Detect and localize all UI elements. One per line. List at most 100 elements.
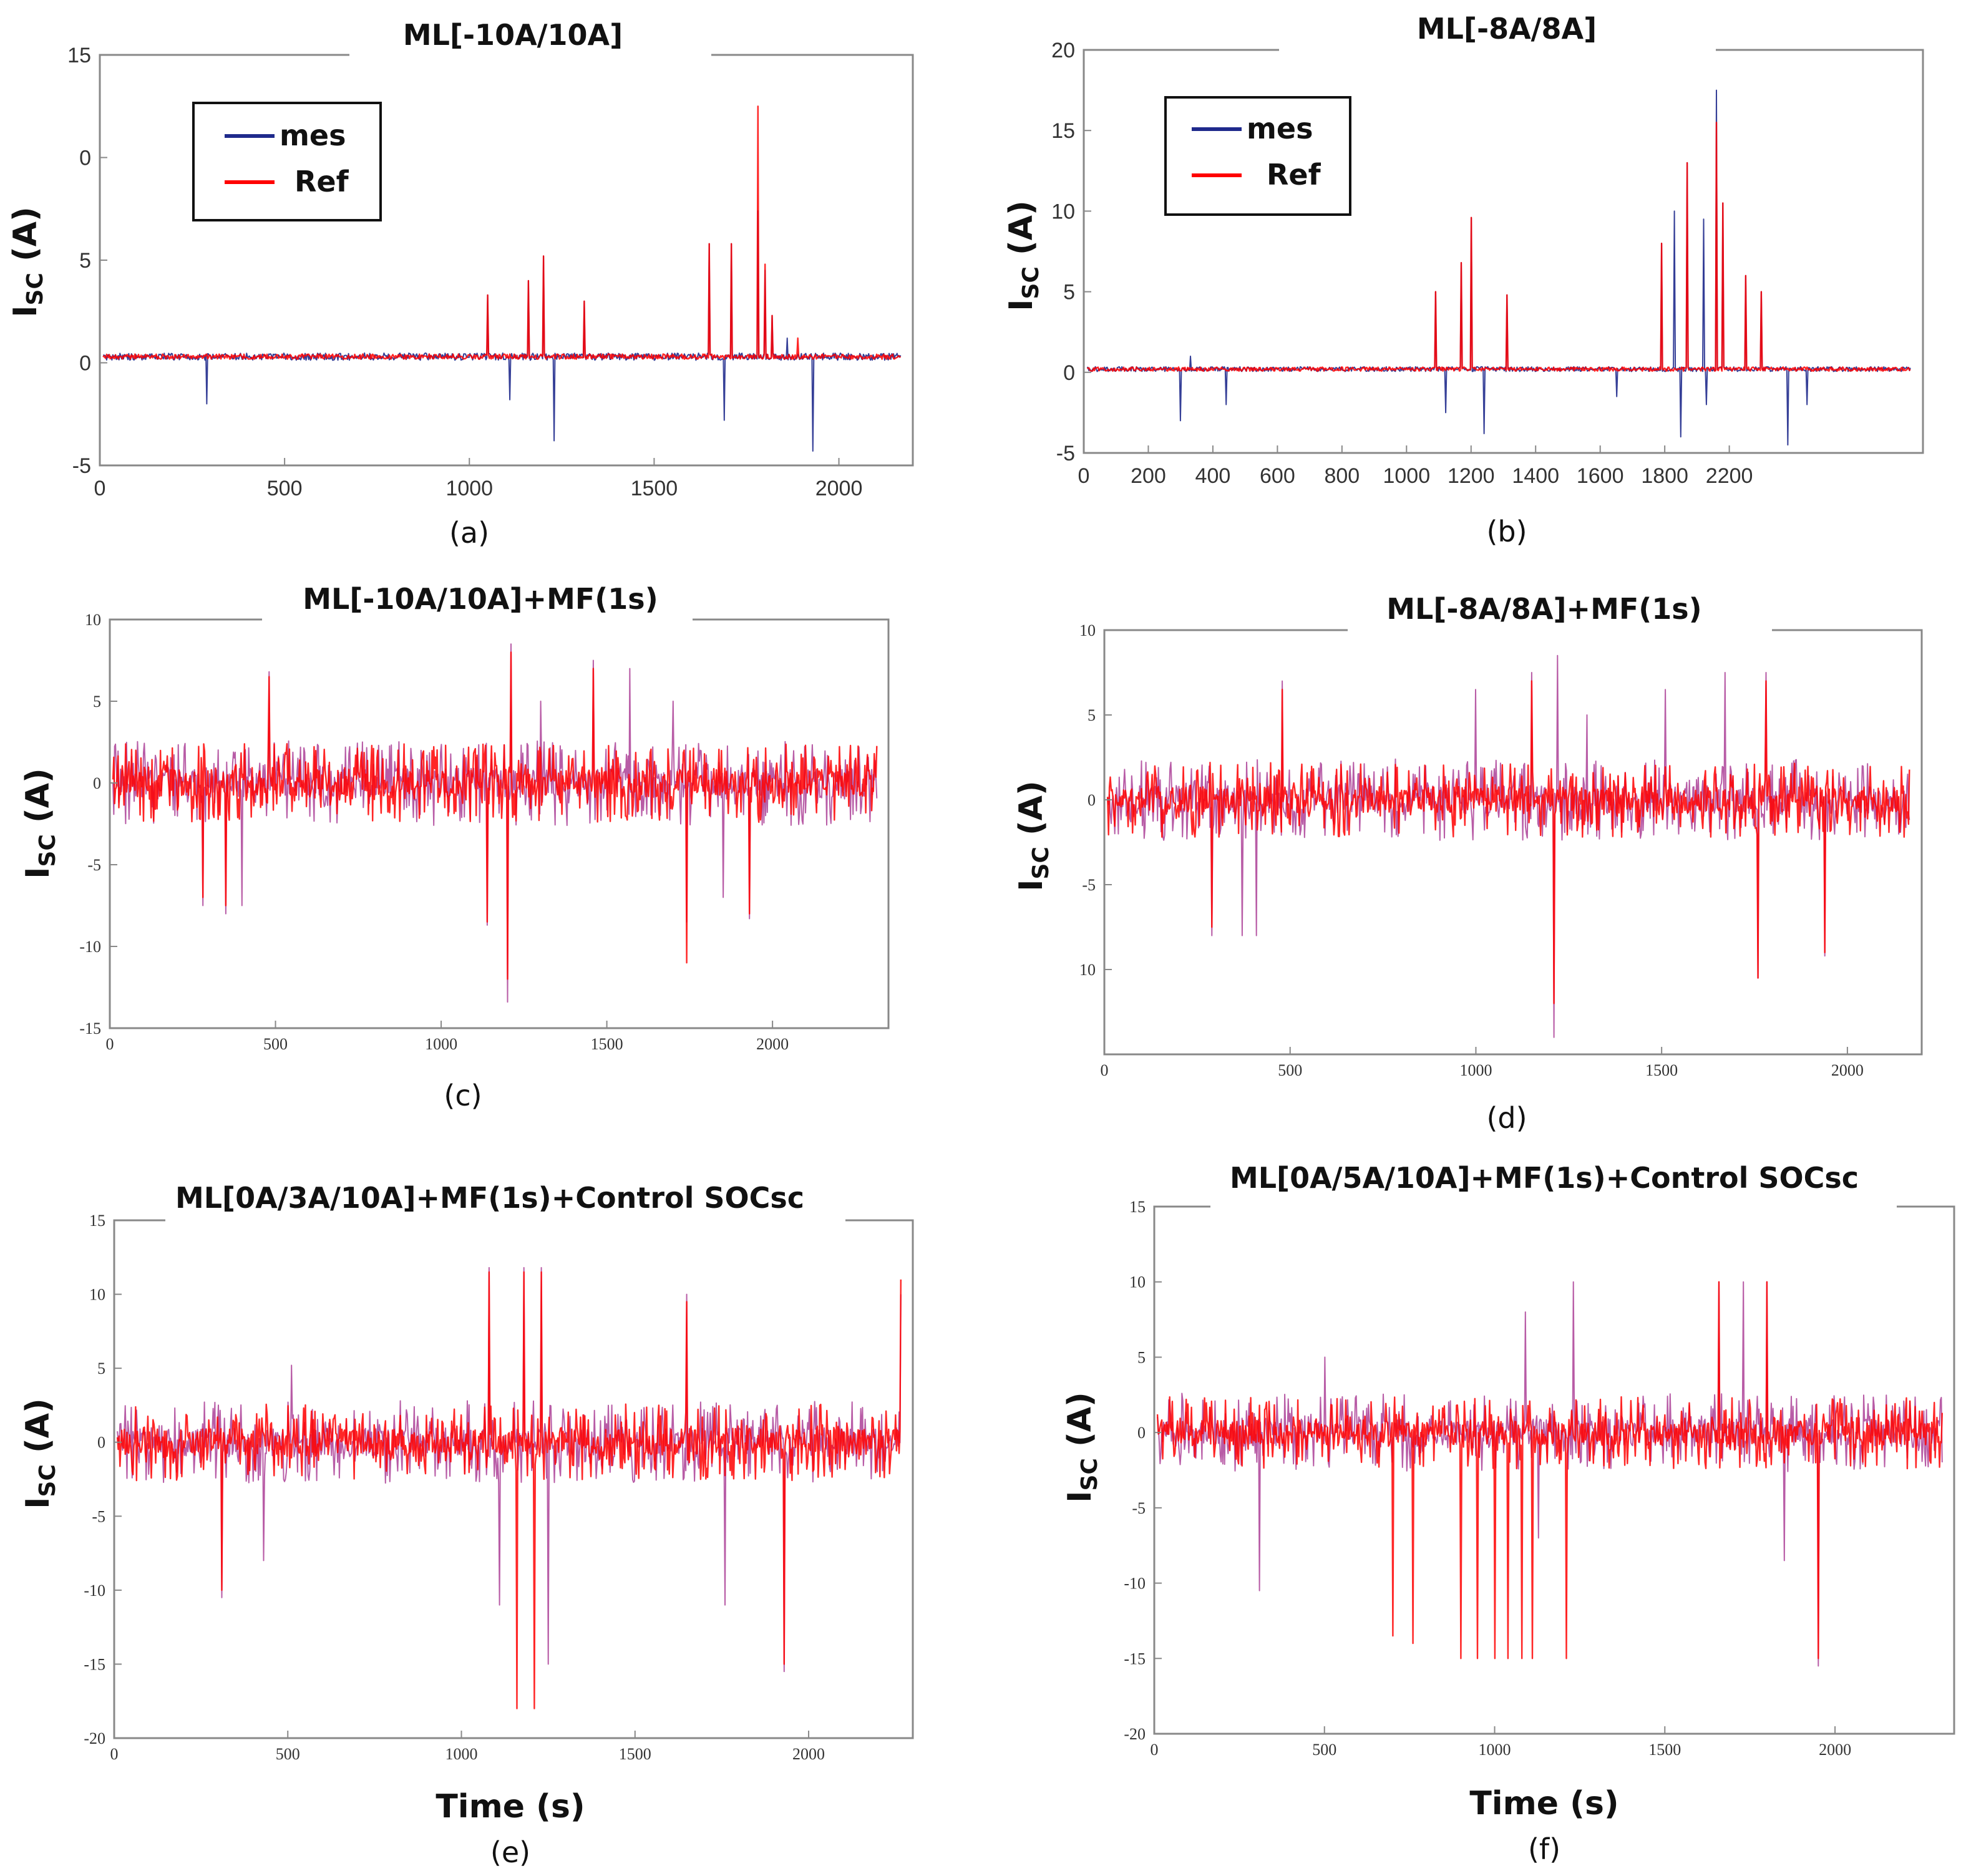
x-tick-label-d-0: 0 — [1101, 1061, 1109, 1079]
x-tick-label-d-3: 1500 — [1645, 1061, 1678, 1079]
caption-c: (c) — [444, 1079, 482, 1112]
y-label-main-d: I — [1013, 879, 1050, 891]
legend-ref-label-b: Ref — [1267, 158, 1321, 192]
series-line-f-ref — [1156, 1281, 1943, 1660]
y-tick-label-b-4: 15 — [1051, 119, 1075, 143]
y-label-sub-b: SC — [1018, 266, 1044, 299]
y-label-main-f: I — [1061, 1490, 1099, 1502]
x-tick-label-c-3: 1500 — [591, 1035, 623, 1053]
chart-title-f: ML[0A/5A/10A]+MF(1s)+Control SOCsc — [1230, 1161, 1859, 1195]
y-tick-label-e-4: 0 — [97, 1434, 105, 1452]
x-tick-label-f-4: 2000 — [1819, 1741, 1851, 1759]
x-tick-label-a-4: 2000 — [815, 477, 863, 500]
y-tick-label-c-5: 10 — [85, 611, 101, 629]
plot-frame-c — [109, 618, 890, 1029]
x-tick-label-b-5: 1000 — [1383, 464, 1430, 488]
y-tick-label-b-5: 20 — [1051, 39, 1075, 62]
axes-b: 0 200 400 600 800 1000 1200 1400 1600 1800 2200-50… — [1051, 39, 1753, 488]
y-label-main-c: I — [19, 867, 57, 878]
y-tick-label-e-2: -10 — [84, 1582, 105, 1600]
y-tick-label-a-0: -5 — [72, 454, 91, 478]
x-tick-label-b-10: 2200 — [1706, 464, 1753, 488]
x-tick-label-a-2: 1000 — [445, 477, 493, 500]
y-axis-label-e: ISC (A) — [19, 1398, 61, 1509]
y-tick-label-a-2: 5 — [79, 249, 91, 273]
legend-box-b — [1164, 96, 1351, 216]
panel-e: ML[0A/3A/10A]+MF(1s)+Control SOCsc 0 500 1… — [19, 1181, 914, 1869]
y-tick-label-c-1: -10 — [79, 938, 101, 956]
legend-box-a — [192, 102, 382, 221]
y-tick-label-f-1: -15 — [1124, 1650, 1146, 1668]
y-label-sub-d: SC — [1028, 847, 1054, 879]
title-background-a — [349, 37, 711, 75]
plot-frame-f — [1153, 1205, 1955, 1735]
x-tick-label-c-2: 1000 — [425, 1035, 457, 1053]
x-tick-label-f-2: 1000 — [1479, 1741, 1511, 1759]
y-label-sub-f: SC — [1077, 1458, 1102, 1490]
series-line-e-ref — [116, 1271, 902, 1709]
x-tick-label-b-4: 800 — [1324, 464, 1360, 488]
y-tick-label-b-2: 5 — [1063, 281, 1075, 304]
x-tick-label-b-3: 600 — [1260, 464, 1295, 488]
title-background-e — [165, 1201, 845, 1238]
y-tick-label-b-1: 0 — [1063, 361, 1075, 385]
y-tick-label-a-4: 15 — [67, 44, 91, 67]
y-axis-label-a: ISC (A) — [7, 207, 48, 318]
data-lines-f — [1156, 1281, 1943, 1667]
y-axis-label-d: ISC (A) — [1013, 780, 1054, 892]
data-lines-e — [116, 1266, 902, 1709]
chart-title-e: ML[0A/3A/10A]+MF(1s)+Control SOCsc — [175, 1181, 804, 1215]
x-tick-label-d-2: 1000 — [1459, 1061, 1492, 1079]
y-tick-label-f-2: -10 — [1124, 1575, 1146, 1593]
y-label-main-b: I — [1003, 299, 1040, 311]
data-lines-c — [112, 643, 878, 1003]
x-tick-label-f-1: 500 — [1312, 1741, 1336, 1759]
legend-mes-label-a: mes — [280, 119, 346, 152]
y-label-unit-e: (A) — [19, 1398, 57, 1464]
y-tick-label-a-3: 0 — [79, 147, 91, 170]
y-tick-label-b-3: 10 — [1051, 200, 1075, 223]
x-tick-label-b-2: 400 — [1195, 464, 1231, 488]
y-tick-label-e-5: 5 — [97, 1359, 105, 1378]
x-axis-label-e: Time (s) — [436, 1788, 585, 1825]
x-tick-label-f-3: 1500 — [1648, 1741, 1681, 1759]
title-background-b — [1279, 32, 1716, 70]
chart-title-a: ML[-10A/10A] — [403, 18, 623, 52]
y-tick-label-d-5: 10 — [1079, 621, 1096, 639]
y-label-unit-f: (A) — [1061, 1392, 1099, 1458]
y-label-unit-d: (A) — [1013, 780, 1050, 847]
y-tick-label-f-0: -20 — [1124, 1725, 1146, 1743]
y-tick-label-e-3: -5 — [92, 1507, 105, 1525]
x-tick-label-e-0: 0 — [110, 1745, 119, 1763]
y-tick-label-a-1: 0 — [79, 352, 91, 376]
y-tick-label-c-3: 0 — [93, 774, 101, 792]
y-axis-label-f: ISC (A) — [1061, 1392, 1102, 1503]
y-label-sub-c: SC — [35, 834, 61, 867]
plot-frame-e — [113, 1219, 914, 1739]
y-axis-label-b: ISC (A) — [1003, 200, 1044, 311]
x-tick-label-b-6: 1200 — [1448, 464, 1495, 488]
y-tick-label-e-7: 15 — [89, 1212, 105, 1230]
legend-ref-label-a: Ref — [294, 165, 349, 198]
y-tick-label-f-7: 15 — [1129, 1198, 1146, 1216]
title-background-c — [262, 600, 693, 638]
y-tick-label-d-2: -5 — [1082, 876, 1096, 894]
legend-a: mes Ref — [192, 102, 382, 221]
data-lines-d — [1107, 654, 1910, 1038]
y-tick-label-e-0: -20 — [84, 1729, 105, 1747]
y-tick-label-c-0: -15 — [79, 1019, 101, 1038]
x-tick-label-b-1: 200 — [1131, 464, 1166, 488]
axes-e: 0 500 1000 1500 2000 -20 -15 -10 -5 0 5 10 15 — [84, 1212, 825, 1763]
series-line-d-ref — [1107, 680, 1910, 1004]
x-tick-label-f-0: 0 — [1151, 1741, 1159, 1759]
chart-title-b: ML[-8A/8A] — [1417, 12, 1597, 46]
y-tick-label-f-3: -5 — [1132, 1499, 1146, 1517]
chart-title-c: ML[-10A/10A]+MF(1s) — [303, 582, 658, 616]
y-tick-label-c-2: -5 — [87, 856, 101, 874]
x-tick-label-b-0: 0 — [1078, 464, 1090, 488]
y-tick-label-e-6: 10 — [89, 1286, 105, 1304]
x-tick-label-c-4: 2000 — [756, 1035, 789, 1053]
series-line-b-ref — [1086, 122, 1911, 372]
